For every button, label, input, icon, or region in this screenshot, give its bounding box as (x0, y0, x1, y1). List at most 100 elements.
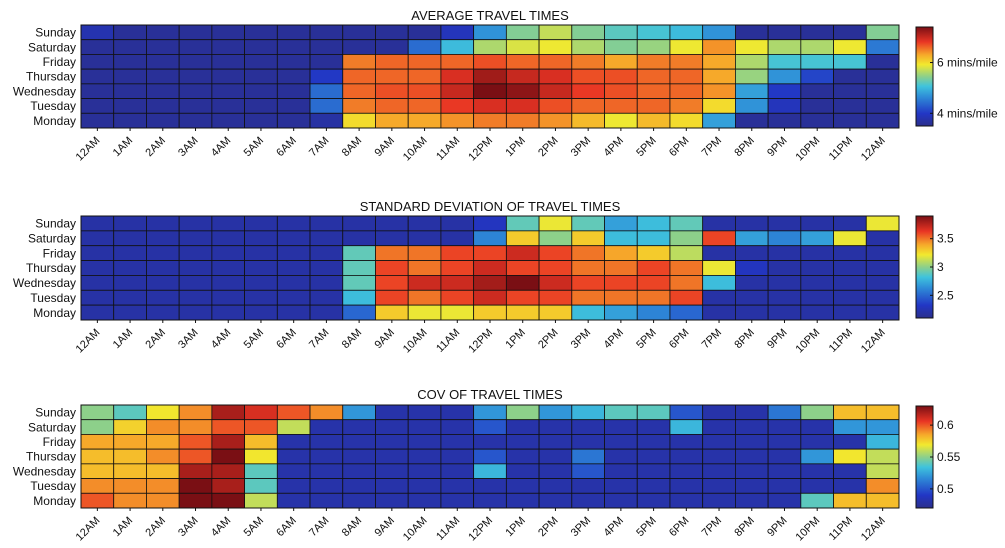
heatmap-cell (636, 275, 671, 291)
heatmap-cell (505, 289, 540, 306)
heatmap-cell (178, 448, 213, 465)
heatmap-cell (833, 83, 867, 99)
heatmap-cell (865, 434, 900, 450)
heatmap-cell (407, 230, 442, 247)
colorbar-tick-label: 3 (937, 260, 944, 274)
heatmap-cell (865, 245, 900, 261)
colorbar-tick-label: 4 mins/mile (937, 106, 998, 120)
y-tick-label: Friday (43, 435, 76, 449)
x-tick-label: 4AM (209, 515, 233, 539)
heatmap-cell (113, 419, 147, 435)
heatmap-cell (113, 54, 147, 70)
heatmap-cell (800, 24, 834, 41)
heatmap-cell (538, 54, 573, 70)
heatmap-cell (407, 39, 442, 55)
heatmap-cell (505, 24, 540, 41)
y-tick-label: Wednesday (13, 464, 76, 478)
heatmap-cell (276, 230, 311, 247)
heatmap-cell (309, 463, 344, 479)
heatmap-cell (178, 275, 213, 291)
heatmap-cell (636, 24, 671, 41)
heatmap-cell (538, 39, 573, 55)
heatmap-cell (800, 478, 834, 494)
heatmap-cell (735, 215, 769, 232)
x-tick-label: 11PM (827, 327, 855, 355)
heatmap-cell (636, 478, 671, 494)
heatmap-cell (604, 434, 638, 450)
heatmap-cell (309, 289, 344, 306)
x-tick-label: 4PM (602, 135, 626, 159)
heatmap-cell (571, 245, 605, 261)
y-tick-label: Monday (33, 494, 76, 508)
y-tick-label: Tuesday (30, 291, 76, 305)
heatmap-cell (375, 68, 409, 85)
heatmap-cell (702, 112, 736, 129)
heatmap-cell (276, 419, 311, 435)
heatmap-cell (767, 304, 802, 321)
heatmap-cell (538, 98, 573, 114)
heatmap-cell (342, 275, 376, 291)
heatmap-cell (702, 39, 736, 55)
heatmap-cell (571, 275, 605, 291)
heatmap-cell (440, 463, 475, 479)
heatmap-cell (735, 304, 769, 321)
heatmap-cell (571, 112, 605, 129)
heatmap-cell (833, 245, 867, 261)
heatmap-cell (571, 260, 605, 276)
heatmap-cell (735, 24, 769, 41)
heatmap-cell (211, 68, 246, 85)
heatmap-cell (211, 230, 246, 247)
heatmap-cell (800, 215, 834, 232)
x-tick-label: 6AM (274, 515, 298, 539)
heatmap-cell (80, 448, 115, 465)
heatmap-cell (309, 68, 344, 85)
heatmap-cell (342, 434, 376, 450)
x-tick-label: 12AM (859, 515, 888, 543)
y-tick-label: Saturday (28, 40, 76, 54)
heatmap-cell (244, 83, 278, 99)
heatmap-cell (276, 275, 311, 291)
heatmap-cell (767, 39, 802, 55)
heatmap-cell (865, 275, 900, 291)
x-tick-label: 12AM (74, 327, 103, 356)
heatmap-cell (309, 404, 344, 421)
colorbar: 4 mins/mile 6 mins/mile (915, 26, 998, 127)
x-tick-label: 3PM (569, 515, 593, 539)
heatmap-cell (342, 230, 376, 247)
heatmap-cell (800, 68, 834, 85)
heatmap-cell (309, 434, 344, 450)
heatmap-cell (702, 404, 736, 421)
y-tick-label: Sunday (35, 406, 76, 420)
heatmap-cell (636, 230, 671, 247)
heatmap-cell (767, 434, 802, 450)
heatmap-cell (636, 404, 671, 421)
heatmap-cell (375, 478, 409, 494)
heatmap-cell (407, 215, 442, 232)
heatmap-cell (244, 434, 278, 450)
heatmap-cell (538, 492, 573, 509)
heatmap-cell (473, 419, 507, 435)
x-tick-label: 6AM (274, 327, 298, 351)
heatmap-cell (113, 215, 147, 232)
heatmap-cell (669, 260, 704, 276)
heatmap-cell (146, 245, 180, 261)
heatmap-cell (276, 112, 311, 129)
heatmap-cell (80, 112, 115, 129)
heatmap-cell (178, 260, 213, 276)
heatmap-cell (473, 230, 507, 247)
heatmap-cell (473, 404, 507, 421)
heatmap-cell (767, 98, 802, 114)
heatmap-cell (342, 98, 376, 114)
x-tick-label: 8PM (732, 515, 756, 539)
heatmap-cell (309, 83, 344, 99)
heatmap-cell (865, 24, 900, 41)
heatmap-cell (375, 492, 409, 509)
x-tick-label: 8AM (340, 327, 364, 351)
heatmap-cell (375, 112, 409, 129)
heatmap-cell (767, 215, 802, 232)
heatmap-panel-1: AVERAGE TRAVEL TIMES SundaySaturdayFriday… (13, 8, 998, 163)
heatmap-cell (473, 24, 507, 41)
heatmap-cell (80, 275, 115, 291)
heatmap-cell (767, 275, 802, 291)
